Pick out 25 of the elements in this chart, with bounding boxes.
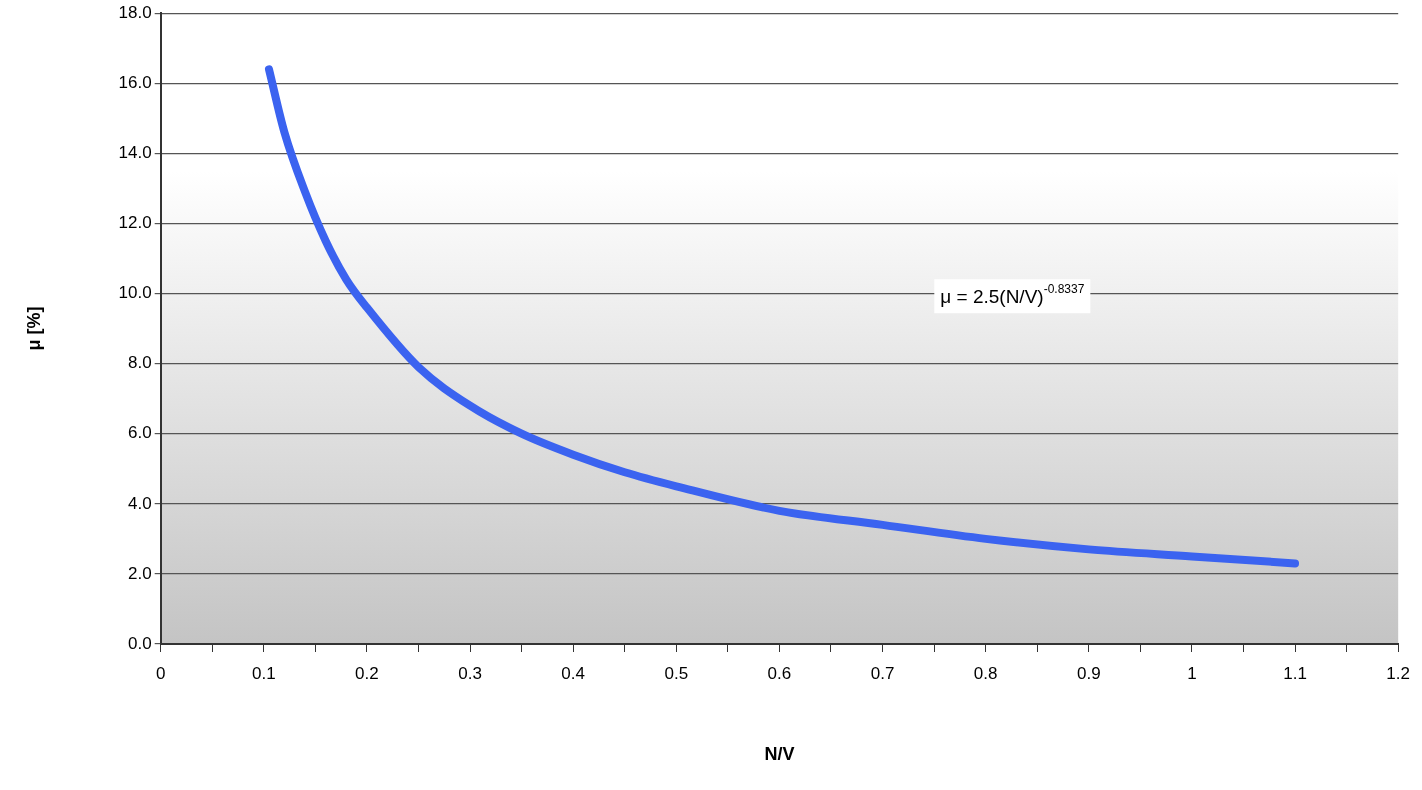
x-tick-label: 1.2 (1386, 663, 1410, 683)
x-tick-label: 0.8 (973, 663, 998, 683)
y-tick-label: 14.0 (118, 143, 152, 163)
x-tick-label: 0.7 (870, 663, 895, 683)
x-tick-label: 0.3 (458, 663, 482, 683)
y-tick-label: 10.0 (118, 283, 152, 303)
x-axis-title: N/V (764, 744, 795, 765)
y-tick-label: 16.0 (118, 72, 152, 92)
y-tick-label: 2.0 (128, 563, 152, 583)
x-tick-label: 0.9 (1076, 663, 1101, 683)
y-tick-label: 8.0 (128, 353, 152, 373)
x-tick-label: 1 (1187, 663, 1197, 683)
x-tick-label: 1.1 (1283, 663, 1307, 683)
y-axis-title: μ [%] (23, 306, 44, 351)
x-tick-label: 0.5 (664, 663, 689, 683)
x-tick-label: 0.1 (251, 663, 276, 683)
y-tick-label: 6.0 (128, 423, 152, 443)
y-tick-label: 12.0 (118, 213, 152, 233)
x-tick-label: 0.6 (767, 663, 792, 683)
x-tick-label: 0.4 (561, 663, 586, 683)
x-tick-label: 0.2 (355, 663, 379, 683)
y-tick-label: 18.0 (118, 2, 152, 22)
x-tick-label: 0 (155, 663, 166, 683)
y-tick-label: 0.0 (128, 633, 152, 653)
y-tick-label: 4.0 (128, 493, 152, 513)
